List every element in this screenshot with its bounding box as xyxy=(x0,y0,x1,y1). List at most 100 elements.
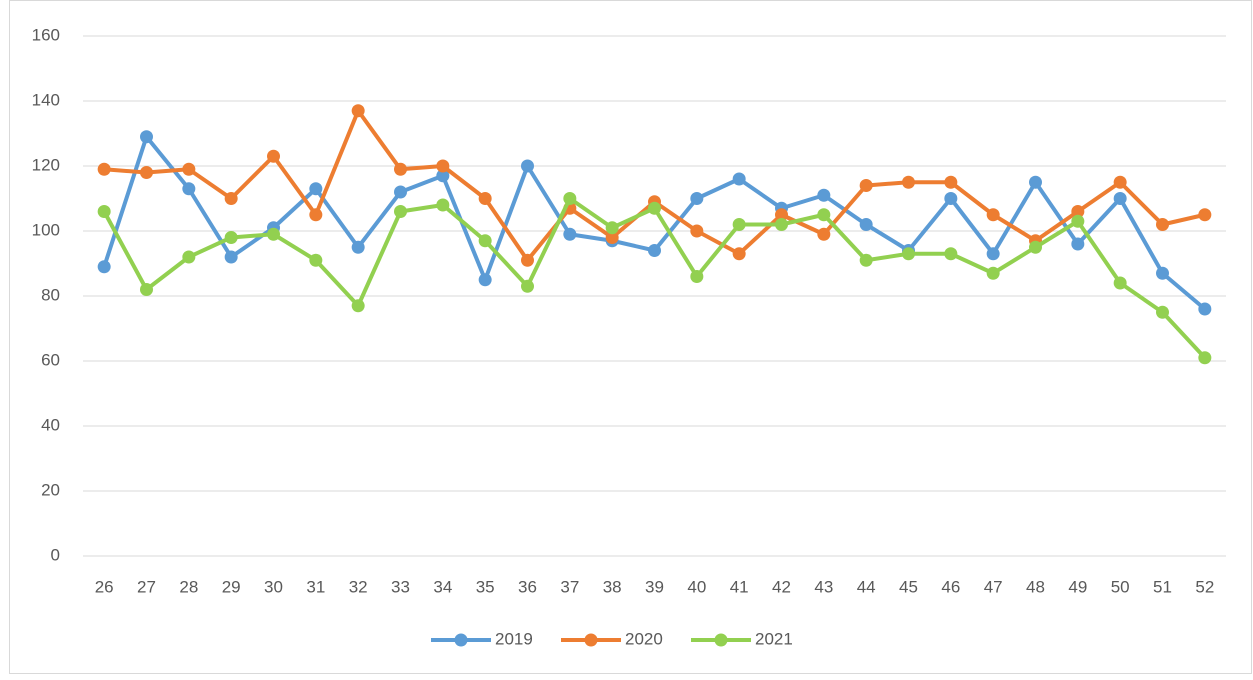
chart-frame xyxy=(9,0,1252,674)
data-point xyxy=(817,188,831,202)
x-tick-label: 35 xyxy=(476,577,495,596)
data-point xyxy=(436,159,450,173)
x-tick-label: 38 xyxy=(603,577,622,596)
data-point xyxy=(394,162,407,176)
x-tick-label: 51 xyxy=(1153,577,1172,596)
data-point xyxy=(224,250,238,264)
data-point xyxy=(97,205,111,218)
x-tick-label: 52 xyxy=(1195,577,1214,596)
data-point xyxy=(436,169,450,183)
x-tick-label: 42 xyxy=(772,577,791,596)
data-point xyxy=(859,218,873,231)
legend-label: 2019 xyxy=(495,629,533,648)
x-tick-label: 26 xyxy=(95,577,114,596)
data-point xyxy=(690,192,704,205)
x-tick-label: 40 xyxy=(687,577,706,596)
data-point xyxy=(436,198,450,212)
data-point xyxy=(1156,305,1169,319)
data-point xyxy=(351,299,365,313)
data-point xyxy=(648,201,661,215)
data-point xyxy=(859,179,873,192)
data-point xyxy=(605,221,619,235)
data-point xyxy=(690,224,704,238)
y-tick-label: 40 xyxy=(41,415,60,434)
data-point xyxy=(140,166,153,179)
data-point xyxy=(1071,237,1085,251)
data-point xyxy=(394,185,407,199)
x-tick-label: 47 xyxy=(984,577,1003,596)
data-point xyxy=(1029,240,1042,254)
data-point xyxy=(944,247,958,261)
legend-label: 2020 xyxy=(625,629,663,648)
data-point xyxy=(1198,208,1212,222)
x-tick-label: 33 xyxy=(391,577,410,596)
data-point xyxy=(1156,218,1169,231)
x-tick-label: 44 xyxy=(857,577,876,596)
data-point xyxy=(732,218,746,231)
data-point xyxy=(521,253,534,267)
data-point xyxy=(1071,205,1085,218)
x-tick-label: 27 xyxy=(137,577,156,596)
y-tick-label: 140 xyxy=(32,90,60,109)
data-point xyxy=(309,253,323,267)
data-point xyxy=(775,208,788,222)
data-point xyxy=(902,247,915,261)
data-point xyxy=(690,270,704,283)
x-tick-label: 32 xyxy=(349,577,368,596)
data-point xyxy=(605,231,619,244)
data-point xyxy=(1113,192,1127,205)
data-point xyxy=(351,240,365,254)
y-tick-label: 60 xyxy=(41,350,60,369)
data-point xyxy=(732,172,746,186)
data-point xyxy=(140,130,153,144)
y-tick-label: 100 xyxy=(32,220,60,239)
data-point xyxy=(1029,175,1042,189)
data-point xyxy=(944,192,958,205)
data-point xyxy=(182,182,196,196)
y-tick-label: 20 xyxy=(41,480,60,499)
data-point xyxy=(563,227,577,241)
data-point xyxy=(944,175,958,189)
legend-marker xyxy=(454,633,468,647)
data-point xyxy=(140,283,153,296)
x-tick-label: 50 xyxy=(1111,577,1130,596)
x-tick-label: 45 xyxy=(899,577,918,596)
data-point xyxy=(986,266,1000,280)
data-point xyxy=(775,218,788,231)
x-tick-label: 46 xyxy=(941,577,960,596)
data-point xyxy=(182,250,196,264)
data-point xyxy=(97,260,111,274)
data-point xyxy=(1198,351,1212,365)
x-tick-label: 43 xyxy=(814,577,833,596)
data-point xyxy=(648,244,661,257)
data-point xyxy=(1156,266,1169,280)
data-point xyxy=(521,279,534,293)
data-point xyxy=(351,104,365,118)
data-point xyxy=(859,253,873,267)
data-point xyxy=(478,273,492,287)
data-point xyxy=(394,205,407,218)
data-point xyxy=(817,208,831,222)
data-point xyxy=(309,182,323,196)
data-point xyxy=(478,192,492,205)
data-point xyxy=(902,175,915,189)
data-point xyxy=(1113,175,1127,189)
data-point xyxy=(478,234,492,248)
legend-marker xyxy=(584,633,598,647)
x-tick-label: 48 xyxy=(1026,577,1045,596)
data-point xyxy=(97,162,111,176)
data-point xyxy=(309,208,323,222)
data-point xyxy=(986,247,1000,261)
data-point xyxy=(732,247,746,261)
x-tick-label: 36 xyxy=(518,577,537,596)
data-point xyxy=(563,192,577,205)
x-tick-label: 31 xyxy=(306,577,325,596)
x-tick-label: 41 xyxy=(730,577,749,596)
y-tick-label: 120 xyxy=(32,155,60,174)
y-tick-label: 160 xyxy=(32,25,60,44)
data-point xyxy=(521,159,534,173)
x-tick-label: 29 xyxy=(222,577,241,596)
data-point xyxy=(224,231,238,244)
data-point xyxy=(1071,214,1085,228)
